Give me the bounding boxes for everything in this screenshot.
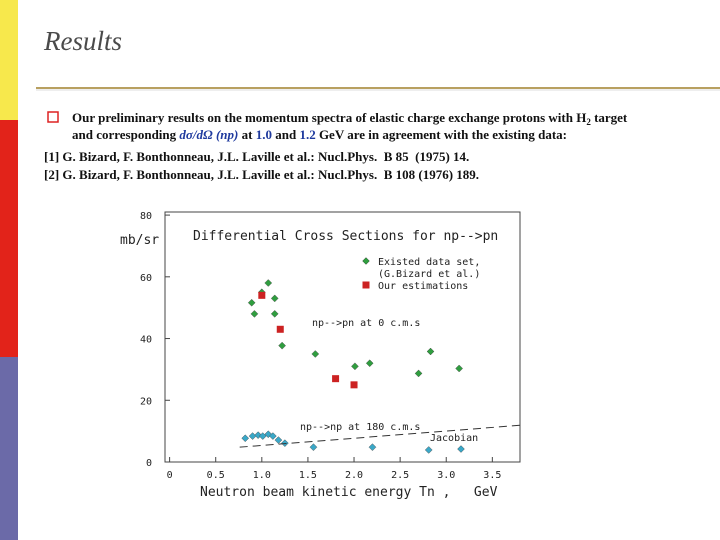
point [309, 443, 318, 452]
point [424, 446, 433, 454]
point [269, 432, 277, 440]
formula: dσ/dΩ (np) [179, 127, 238, 142]
point [350, 381, 358, 389]
energy: 1.2 [299, 127, 315, 142]
x-tick-label: 2.5 [391, 470, 409, 481]
slide-title: Results [43, 26, 122, 56]
legend-swatch [362, 281, 370, 289]
point [270, 309, 279, 318]
x-tick-label: 1.0 [253, 470, 271, 481]
point [276, 325, 284, 333]
annotation: (G.Bizard et al.) [378, 269, 480, 280]
bar-red [0, 120, 18, 357]
annotation: Jacobian [430, 433, 478, 444]
y-tick-label: 20 [140, 396, 152, 407]
legend-label: Existed data set, [378, 257, 480, 268]
x-tick-label: 3.0 [437, 470, 455, 481]
point [250, 309, 259, 318]
text: target [591, 110, 628, 125]
point [365, 359, 374, 368]
point [264, 430, 273, 439]
point [258, 291, 266, 299]
reference: [2] G. Bizard, F. Bonthonneau, J.L. Lavi… [44, 167, 479, 182]
x-tick-label: 0.5 [207, 470, 225, 481]
point [274, 436, 283, 444]
legend-swatch [362, 257, 370, 265]
y-tick-label: 60 [140, 273, 152, 284]
energy: 1.0 [256, 127, 272, 142]
legend-label: Our estimations [378, 281, 468, 292]
point [258, 432, 267, 440]
reference: [1] G. Bizard, F. Bonthonneau, J.L. Lavi… [44, 149, 469, 164]
annotation: np-->pn at 0 c.m.s [312, 318, 420, 329]
bar-yellow [0, 0, 18, 120]
point [264, 279, 273, 287]
annotation: np-->np at 180 c.m.s [300, 422, 420, 433]
point [332, 375, 340, 383]
bullet-text: Our preliminary results on the momentum … [72, 110, 631, 142]
text: Our preliminary results on the momentum … [72, 110, 586, 125]
x-axis-label: Neutron beam kinetic energy Tn , GeV [200, 485, 498, 500]
point [311, 350, 320, 358]
point [278, 341, 286, 350]
y-tick-label: 80 [140, 211, 152, 222]
text: GeV are in agreement with the existing d… [316, 127, 567, 142]
x-tick-label: 2.0 [345, 470, 363, 481]
subscript: 2 [586, 117, 591, 127]
point [426, 347, 435, 356]
text: and corresponding [72, 127, 179, 142]
point [241, 434, 250, 443]
point [368, 443, 377, 452]
y-axis-label: mb/sr [120, 233, 159, 248]
x-tick-label: 3.5 [483, 470, 501, 481]
point [351, 362, 359, 371]
point [457, 445, 465, 453]
bar-purple [0, 357, 18, 540]
y-tick-label: 0 [146, 458, 152, 469]
bullet-marker [47, 111, 59, 123]
line [239, 424, 521, 448]
plot-frame [164, 211, 521, 463]
text: and [272, 127, 299, 142]
y-tick-label: 40 [140, 335, 152, 346]
point [270, 294, 279, 303]
x-tick-label: 1.5 [299, 470, 317, 481]
x-tick-label: 0 [167, 470, 173, 481]
point [414, 369, 423, 378]
text: at [238, 127, 255, 142]
chart-title: Differential Cross Sections for np-->pn [193, 229, 498, 244]
point [455, 364, 463, 373]
point [247, 298, 256, 307]
point [248, 432, 257, 440]
